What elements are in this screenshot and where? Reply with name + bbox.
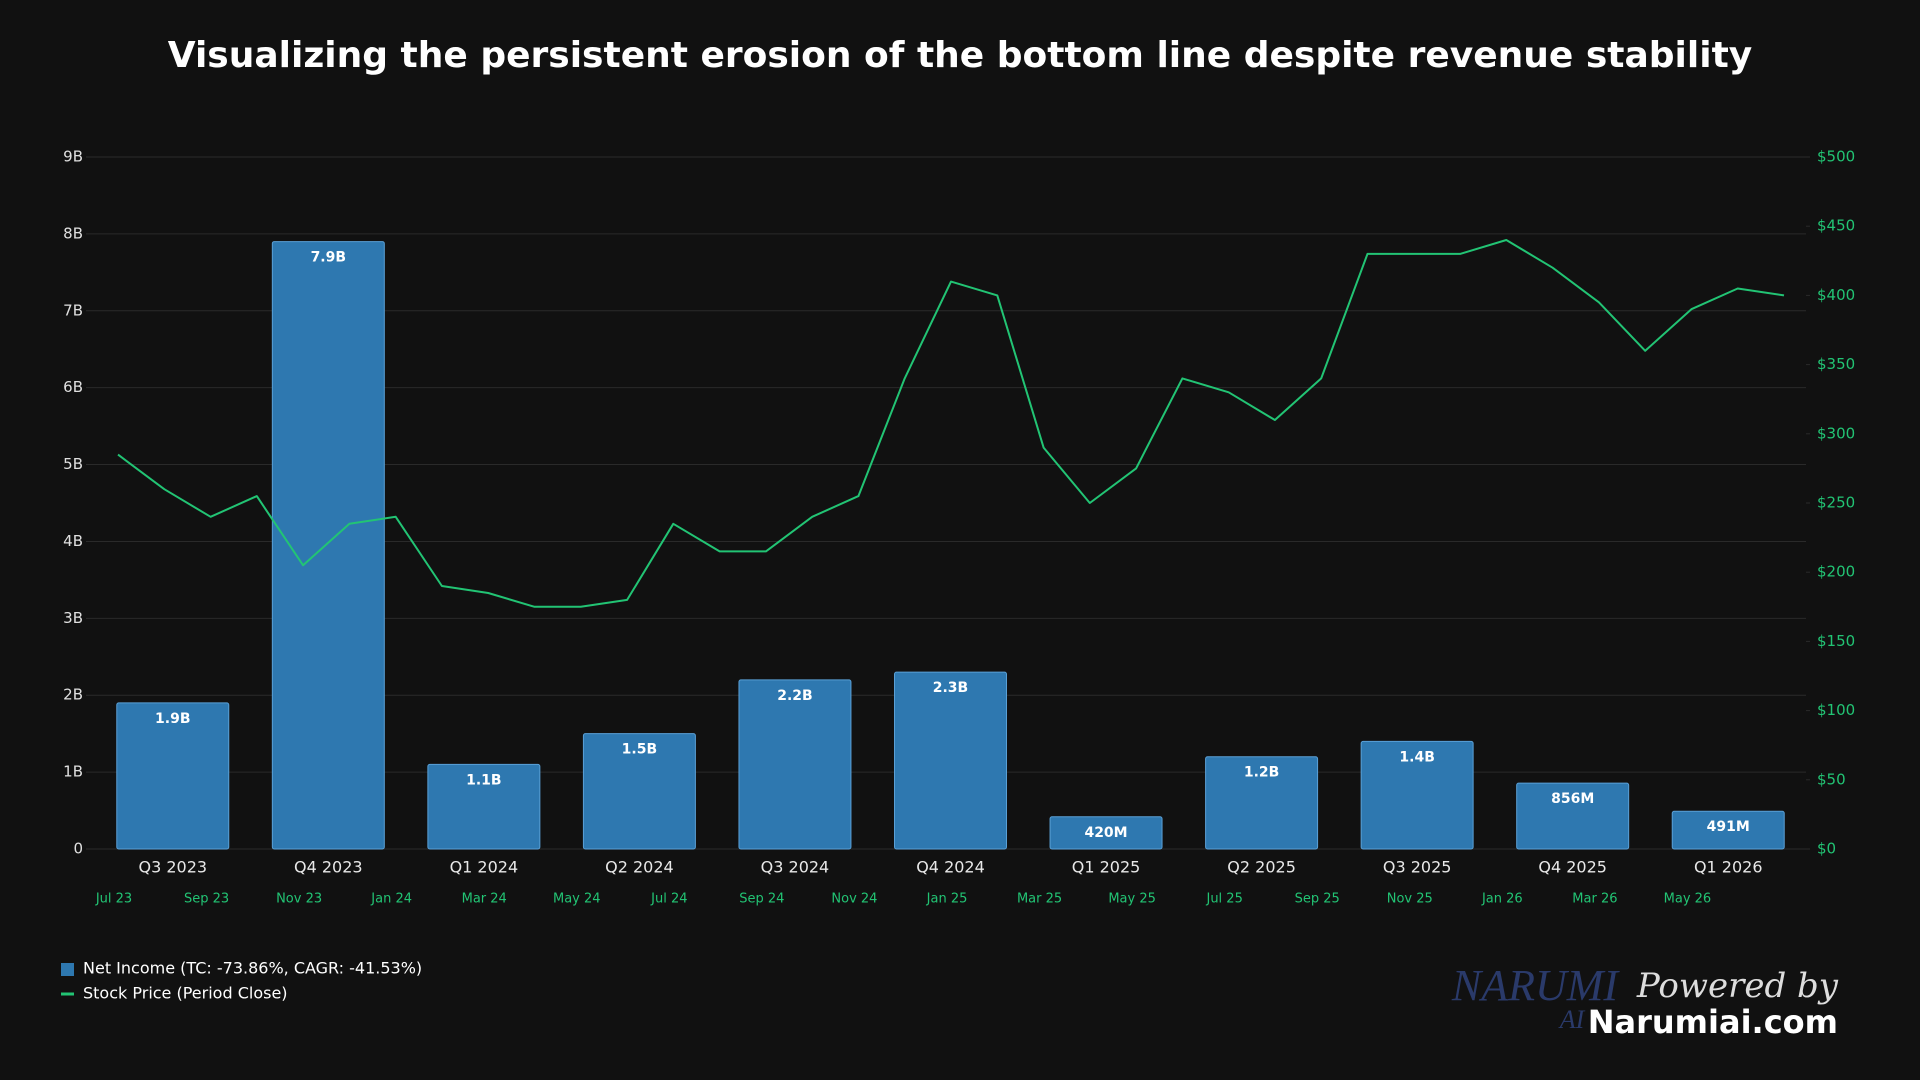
x-tick-label: Q3 2023 (138, 858, 207, 877)
month-label: Jul 23 (95, 892, 132, 907)
bar (582, 733, 696, 850)
month-label: May 24 (553, 892, 601, 907)
x-tick-label: Q2 2025 (1227, 858, 1296, 877)
price-line (117, 239, 1785, 608)
month-label: Mar 26 (1572, 892, 1617, 907)
month-label: Jan 25 (926, 892, 968, 907)
month-label: Sep 24 (739, 892, 784, 907)
logo: NARUMI (1451, 961, 1621, 1010)
month-label: Sep 25 (1295, 892, 1340, 907)
y2-tick-label: $0 (1817, 840, 1836, 858)
y2-tick-label: $450 (1817, 217, 1855, 235)
y2-tick-label: $250 (1817, 494, 1855, 512)
legend-label: Net Income (TC: -73.86%, CAGR: -41.53%) (83, 959, 422, 978)
y2-tick-label: $300 (1817, 424, 1855, 442)
month-label: Jan 26 (1481, 892, 1523, 907)
month-label: Nov 23 (276, 892, 322, 907)
powered-by: Powered by (1636, 966, 1839, 1006)
y-tick-label: 5B (63, 455, 83, 473)
data-label: 420M (1084, 825, 1127, 841)
bar (1205, 756, 1319, 850)
bar (1360, 740, 1474, 850)
bar (1049, 816, 1163, 850)
y2-tick-label: $150 (1817, 632, 1855, 650)
x-tick-label: Q4 2024 (916, 858, 985, 877)
data-label: 1.1B (466, 772, 501, 788)
month-label: Jul 24 (650, 892, 687, 907)
y2-tick-label: $200 (1817, 563, 1855, 581)
month-label: Jan 24 (370, 892, 412, 907)
month-label: Nov 25 (1387, 892, 1433, 907)
data-label: 1.2B (1244, 765, 1279, 781)
y-tick-label: 6B (63, 378, 83, 396)
y-tick-label: 3B (63, 609, 83, 627)
month-label: Sep 23 (184, 892, 229, 907)
data-label: 1.5B (622, 742, 657, 758)
month-label: Mar 25 (1017, 892, 1062, 907)
data-label: 491M (1707, 819, 1750, 835)
legend-label: Stock Price (Period Close) (83, 984, 288, 1003)
bar (1671, 810, 1785, 850)
y2-tick-label: $100 (1817, 701, 1855, 719)
y-tick-label: 1B (63, 763, 83, 781)
x-tick-label: Q4 2025 (1538, 858, 1607, 877)
bar (894, 671, 1007, 850)
chart-title: Visualizing the persistent erosion of th… (168, 35, 1753, 76)
data-label: 856M (1551, 791, 1594, 807)
y-tick-label: 0 (73, 840, 83, 858)
bar (271, 241, 385, 850)
y-tick-label: 9B (63, 148, 83, 166)
x-tick-label: Q1 2025 (1072, 858, 1141, 877)
logo-sub: AI (1558, 1005, 1586, 1034)
month-label: May 25 (1108, 892, 1156, 907)
y2-tick-label: $50 (1817, 770, 1846, 788)
y-tick-label: 8B (63, 224, 83, 242)
month-label: May 26 (1664, 892, 1712, 907)
x-tick-label: Q2 2024 (605, 858, 674, 877)
data-label: 2.3B (933, 680, 968, 696)
bar (738, 679, 852, 850)
x-tick-label: Q1 2026 (1694, 858, 1763, 877)
x-tick-label: Q3 2024 (761, 858, 830, 877)
month-label: Mar 24 (462, 892, 507, 907)
x-tick-label: Q3 2025 (1383, 858, 1452, 877)
bar (427, 763, 541, 850)
branding: NARUMI AI Powered by Narumiai.com (1451, 961, 1839, 1041)
bar (1516, 782, 1630, 850)
bar (116, 702, 230, 850)
y-tick-label: 2B (63, 686, 83, 704)
y2-tick-label: $350 (1817, 355, 1855, 373)
site: Narumiai.com (1588, 1003, 1838, 1041)
data-label: 1.4B (1399, 749, 1434, 765)
data-label: 7.9B (311, 250, 346, 266)
y-tick-label: 4B (63, 532, 83, 550)
y2-tick-label: $500 (1817, 148, 1855, 166)
data-label: 1.9B (155, 711, 190, 727)
x-tick-label: Q4 2023 (294, 858, 363, 877)
month-label: Nov 24 (831, 892, 877, 907)
y2-tick-label: $400 (1817, 286, 1855, 304)
y-tick-label: 7B (63, 301, 83, 319)
x-tick-label: Q1 2024 (450, 858, 519, 877)
legend-swatch (61, 963, 74, 976)
data-label: 2.2B (777, 688, 812, 704)
month-label: Jul 25 (1205, 892, 1242, 907)
